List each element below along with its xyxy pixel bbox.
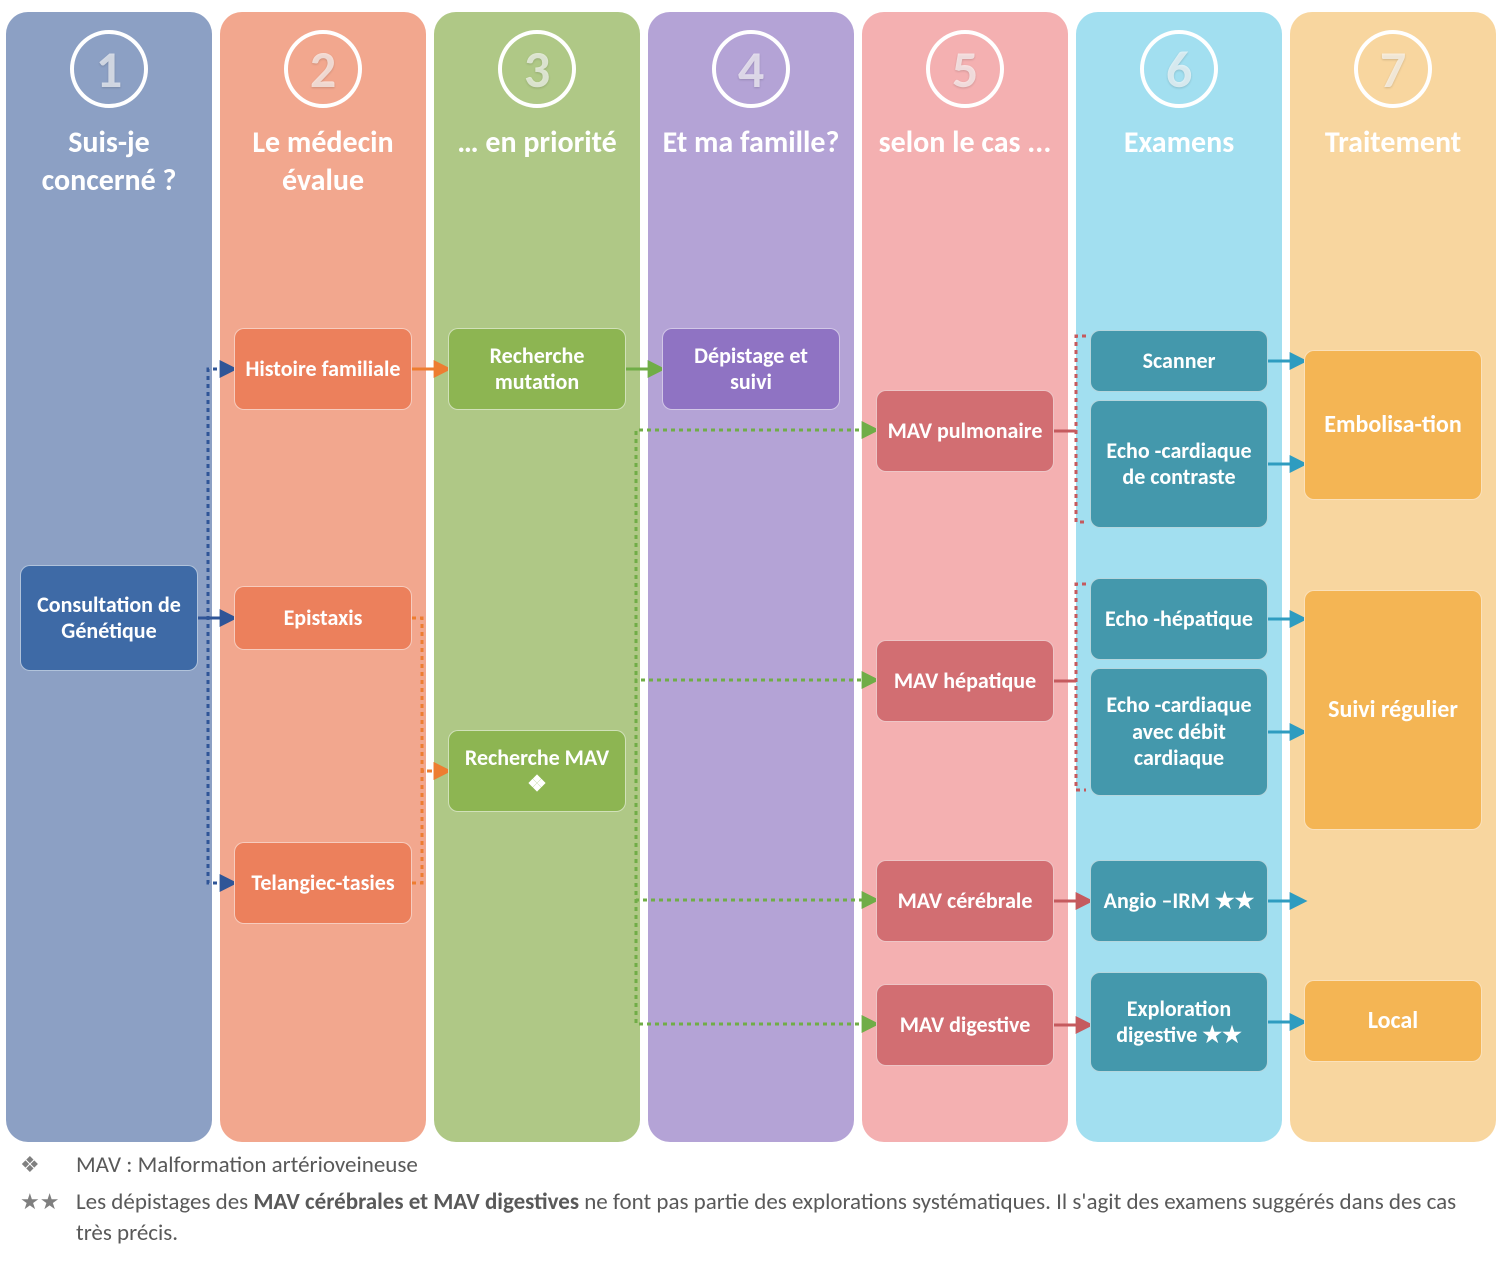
footnote-2-text: Les dépistages des MAV cérébrales et MAV…: [76, 1187, 1480, 1249]
box-echo_cdc: Echo -cardiaque avec débit cardiaque: [1090, 668, 1268, 796]
box-embol: Embolisa-tion: [1304, 350, 1482, 500]
column-5: 5 selon le cas ...: [862, 12, 1068, 1142]
column-6-number-icon: 6: [1140, 30, 1218, 108]
box-rech_mut: Recherche mutation: [448, 328, 626, 410]
box-histoire: Histoire familiale: [234, 328, 412, 410]
column-3-title: … en priorité: [434, 124, 640, 162]
column-4: 4 Et ma famille?: [648, 12, 854, 1142]
column-1-number-icon: 1: [70, 30, 148, 108]
box-local: Local: [1304, 980, 1482, 1062]
box-scanner: Scanner: [1090, 330, 1268, 392]
column-7-number-icon: 7: [1354, 30, 1432, 108]
column-6-title: Examens: [1076, 124, 1282, 162]
box-mav_dig: MAV digestive: [876, 984, 1054, 1066]
box-mav_hep: MAV hépatique: [876, 640, 1054, 722]
column-3: 3 … en priorité: [434, 12, 640, 1142]
box-echo_hep: Echo -hépatique: [1090, 578, 1268, 660]
diagram-canvas: 1 Suis-je concerné ? 2 Le médecin évalue 3 … …: [0, 0, 1506, 1276]
column-4-number-icon: 4: [712, 30, 790, 108]
box-angio: Angio –IRM ★★: [1090, 860, 1268, 942]
box-telang: Telangiec-tasies: [234, 842, 412, 924]
column-5-number-icon: 5: [926, 30, 1004, 108]
footnote-1: ❖ MAV : Malformation artérioveineuse: [20, 1150, 1480, 1181]
column-5-title: selon le cas ...: [862, 124, 1068, 162]
footnote-2-symbol: ★★: [20, 1187, 76, 1217]
column-4-title: Et ma famille?: [648, 124, 854, 162]
box-depist: Dépistage et suivi: [662, 328, 840, 410]
column-1-title: Suis-je concerné ?: [6, 124, 212, 199]
footnotes: ❖ MAV : Malformation artérioveineuse ★★ …: [20, 1150, 1480, 1255]
box-mav_cer: MAV cérébrale: [876, 860, 1054, 942]
box-consult: Consultation de Génétique: [20, 565, 198, 671]
footnote-1-symbol: ❖: [20, 1150, 76, 1180]
box-echo_cc: Echo -cardiaque de contraste: [1090, 400, 1268, 528]
column-7-title: Traitement: [1290, 124, 1496, 162]
footnote-2-bold: MAV cérébrales et MAV digestives: [253, 1188, 579, 1216]
box-rech_mav: Recherche MAV ❖: [448, 730, 626, 812]
column-2-number-icon: 2: [284, 30, 362, 108]
box-exp_dig: Exploration digestive ★★: [1090, 972, 1268, 1072]
box-epistaxis: Epistaxis: [234, 586, 412, 650]
column-2-title: Le médecin évalue: [220, 124, 426, 199]
footnote-2: ★★ Les dépistages des MAV cérébrales et …: [20, 1187, 1480, 1249]
box-suivi: Suivi régulier: [1304, 590, 1482, 830]
column-2: 2 Le médecin évalue: [220, 12, 426, 1142]
footnote-2-before: Les dépistages des: [76, 1188, 253, 1216]
column-3-number-icon: 3: [498, 30, 576, 108]
footnote-1-text: MAV : Malformation artérioveineuse: [76, 1150, 1480, 1181]
box-mav_pulm: MAV pulmonaire: [876, 390, 1054, 472]
column-7: 7 Traitement: [1290, 12, 1496, 1142]
